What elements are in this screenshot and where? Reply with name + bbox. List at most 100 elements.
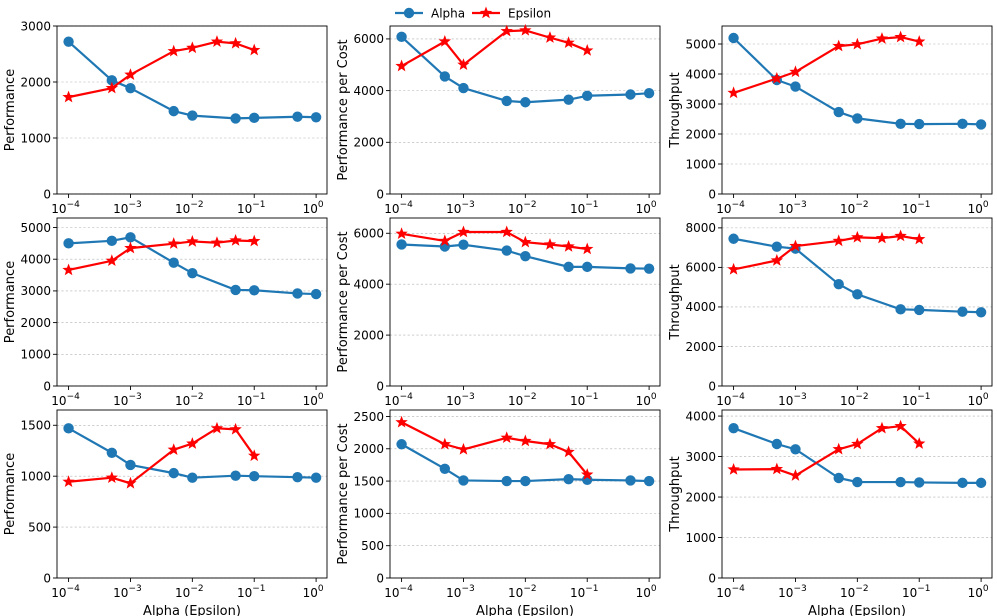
data-point-alpha — [249, 112, 260, 124]
data-point-epsilon — [562, 240, 575, 252]
series-epsilon — [727, 229, 926, 275]
data-point-epsilon — [167, 44, 180, 57]
x-tick-label: 10−3 — [113, 584, 142, 600]
data-point-epsilon — [167, 443, 180, 455]
x-tick-label: 10−4 — [384, 392, 413, 408]
data-point-epsilon — [248, 234, 261, 247]
data-point-alpha — [520, 250, 531, 262]
data-point-alpha — [310, 112, 322, 123]
chart-panel-1-2: 0 2000 4000 6000 10−4 10−3 10−2 10−1 100 Performa… — [336, 23, 661, 216]
data-point-epsilon — [395, 415, 408, 428]
series-epsilon — [62, 35, 261, 103]
data-point-epsilon — [124, 68, 137, 80]
x-tick-label: 10−2 — [840, 584, 869, 600]
data-point-alpha — [458, 475, 469, 486]
series-alpha — [396, 439, 655, 487]
data-point-epsilon — [500, 24, 513, 37]
chart-panel-3-1: 0 500 1000 1500 10−4 10−3 10−2 10−1 100 Performan… — [3, 409, 328, 616]
x-tick-label: 10−3 — [446, 200, 475, 216]
y-tick-label: 2000 — [685, 127, 716, 141]
chart-panel-2-2: 0 2000 4000 6000 10−4 10−3 10−2 10−1 100 Performa… — [336, 217, 661, 408]
series-line-epsilon — [733, 425, 920, 477]
series-line-alpha — [67, 40, 317, 120]
legend: Alpha Epsilon — [395, 6, 551, 21]
series-line-alpha — [68, 427, 317, 479]
data-point-alpha — [230, 284, 241, 296]
data-point-epsilon — [913, 437, 926, 449]
legend-label-alpha: Alpha — [431, 7, 465, 21]
data-point-epsilon — [500, 431, 513, 444]
data-point-alpha — [563, 473, 574, 485]
data-point-alpha — [106, 447, 118, 458]
chart-panel-2-3: 0 2000 4000 6000 8000 10−4 10−3 10−2 10−1 100 Thro… — [668, 217, 993, 408]
y-tick-label: 500 — [28, 520, 51, 534]
y-tick-label: 2500 — [353, 410, 384, 424]
y-tick-label: 1500 — [353, 474, 384, 488]
x-tick-label: 10−4 — [384, 200, 413, 216]
plot-frame — [56, 409, 328, 579]
legend-label-epsilon: Epsilon — [508, 7, 551, 21]
y-tick-label: 0 — [708, 379, 716, 393]
data-point-epsilon — [832, 442, 845, 455]
data-point-alpha — [187, 110, 198, 121]
data-point-epsilon — [519, 23, 532, 36]
data-point-epsilon — [851, 437, 864, 450]
data-point-alpha — [833, 106, 844, 118]
data-point-alpha — [501, 475, 512, 487]
series-line-alpha — [401, 443, 650, 483]
x-tick-label: 10−3 — [778, 200, 807, 216]
y-axis-label: Throughput — [668, 456, 683, 533]
data-point-epsilon — [913, 35, 926, 47]
series-epsilon — [395, 415, 594, 480]
plot-frame — [389, 409, 661, 579]
x-axis-label: Alpha (Epsilon) — [476, 604, 574, 616]
data-point-epsilon — [851, 37, 864, 50]
y-axis-label: Performance — [3, 69, 18, 151]
y-axis-label: Performance per Cost — [336, 39, 351, 180]
data-point-alpha — [914, 477, 925, 488]
series-epsilon — [62, 234, 261, 276]
y-tick-label: 4000 — [685, 300, 716, 314]
data-point-alpha — [563, 94, 574, 105]
data-point-epsilon — [210, 236, 224, 248]
series-alpha — [396, 31, 655, 108]
y-tick-label: 6000 — [353, 32, 384, 46]
y-tick-label: 2000 — [20, 316, 51, 330]
plot-frame — [389, 25, 661, 195]
data-point-epsilon — [457, 58, 470, 71]
data-point-epsilon — [875, 32, 889, 44]
data-point-alpha — [396, 31, 407, 43]
y-axis-label: Throughput — [668, 264, 683, 341]
data-point-epsilon — [438, 234, 452, 247]
x-tick-label: 10−2 — [508, 200, 537, 216]
x-tick-label: 100 — [636, 392, 657, 408]
data-point-epsilon — [62, 263, 75, 276]
plot-frame — [721, 409, 993, 579]
data-point-alpha — [582, 261, 593, 273]
y-tick-label: 4000 — [353, 84, 384, 98]
x-tick-label: 100 — [303, 584, 324, 600]
data-point-alpha — [310, 472, 322, 483]
chart-panel-2-1: 0 1000 2000 3000 4000 5000 10−4 10−3 10−2 10−1 100… — [3, 217, 328, 408]
data-point-epsilon — [248, 449, 261, 462]
data-point-epsilon — [789, 65, 802, 78]
plot-frame — [389, 217, 661, 387]
data-point-alpha — [125, 459, 136, 471]
data-point-alpha — [249, 285, 260, 296]
x-axis-label: Alpha (Epsilon) — [808, 604, 906, 616]
y-tick-label: 2000 — [353, 136, 384, 150]
data-point-epsilon — [727, 262, 740, 275]
data-point-alpha — [458, 239, 469, 250]
data-point-alpha — [957, 477, 968, 489]
x-tick-label: 10−2 — [175, 584, 204, 600]
data-point-alpha — [396, 239, 407, 250]
x-tick-label: 100 — [303, 392, 324, 408]
x-tick-label: 10−2 — [508, 392, 537, 408]
data-point-alpha — [895, 118, 906, 129]
y-tick-label: 500 — [361, 539, 384, 553]
y-tick-label: 4000 — [685, 67, 716, 81]
x-tick-label: 100 — [636, 200, 657, 216]
x-tick-label: 100 — [968, 584, 989, 600]
chart-panel-1-1: 0 1000 2000 3000 10−4 10−3 10−2 10−1 100 Performa… — [3, 19, 328, 216]
